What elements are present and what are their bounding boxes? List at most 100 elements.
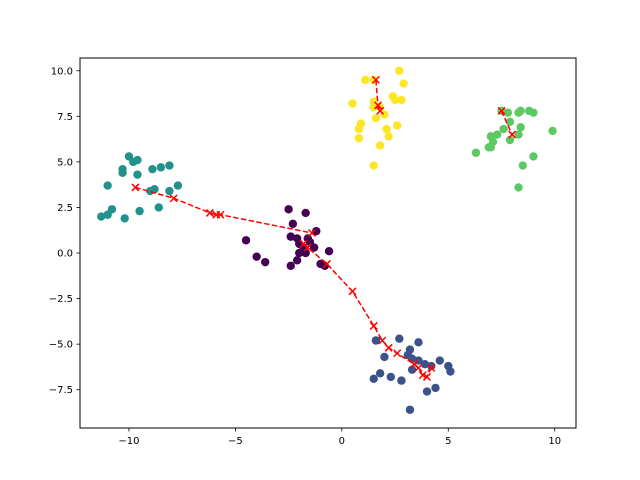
- centroid-path-0: [131, 183, 317, 238]
- centroid-path-line: [135, 186, 313, 234]
- centroid-marker: [322, 259, 331, 268]
- data-point: [529, 108, 538, 117]
- data-point: [354, 124, 364, 134]
- data-point: [361, 75, 370, 85]
- y-tick-label: 2.5: [57, 203, 73, 214]
- data-point: [156, 163, 166, 172]
- centroid-marker: [348, 287, 357, 296]
- y-tick-label: −7.5: [49, 385, 73, 396]
- data-point: [392, 121, 402, 130]
- centroid-path-1: [299, 239, 436, 381]
- centroid-path-3: [497, 106, 517, 139]
- centroid-marker: [497, 106, 506, 115]
- data-point: [369, 374, 378, 383]
- centroid-marker: [418, 371, 427, 380]
- cluster-4: [348, 66, 408, 170]
- data-point: [422, 387, 432, 396]
- centroid-marker: [216, 210, 225, 219]
- centroid-marker: [169, 194, 178, 203]
- cluster-2: [97, 152, 183, 223]
- data-point: [129, 157, 138, 167]
- y-tick-label: 7.5: [57, 112, 73, 123]
- data-point: [312, 226, 321, 236]
- y-tick-label: −2.5: [49, 294, 73, 305]
- centroid-marker: [373, 101, 383, 110]
- centroid-marker: [308, 228, 317, 238]
- data-point: [107, 205, 117, 214]
- data-point: [503, 108, 513, 117]
- centroid-marker: [131, 183, 140, 192]
- data-point: [397, 376, 406, 385]
- centroid-marker: [414, 363, 423, 372]
- data-point: [431, 383, 440, 393]
- data-point: [292, 256, 302, 265]
- data-point: [375, 141, 385, 150]
- data-point: [369, 161, 378, 170]
- data-point: [420, 360, 430, 369]
- plot-frame: [79, 57, 577, 429]
- x-tick-label: 10: [548, 436, 561, 447]
- data-point: [165, 161, 174, 170]
- centroid-marker: [384, 343, 393, 352]
- data-point: [395, 334, 404, 343]
- data-point: [505, 117, 515, 126]
- data-point: [301, 248, 310, 258]
- data-point: [371, 336, 381, 345]
- data-point: [288, 219, 298, 229]
- x-tick-label: −5: [228, 436, 243, 447]
- data-point: [120, 214, 129, 223]
- centroid-marker: [508, 130, 517, 139]
- data-point: [286, 232, 295, 241]
- data-point: [154, 203, 163, 212]
- data-point: [486, 143, 496, 152]
- data-point: [369, 103, 378, 112]
- data-point: [348, 99, 357, 108]
- data-point: [286, 261, 295, 270]
- data-point: [471, 148, 481, 157]
- data-point: [150, 185, 159, 194]
- data-point: [493, 130, 502, 139]
- data-point: [427, 361, 436, 371]
- data-point: [371, 113, 381, 123]
- data-point: [118, 168, 127, 178]
- data-point: [407, 365, 417, 374]
- centroid-path-2: [371, 75, 385, 115]
- cluster-1: [369, 334, 455, 414]
- data-point: [148, 164, 157, 174]
- x-tick-label: −10: [118, 436, 139, 447]
- data-point: [529, 152, 538, 161]
- centroid-path-line: [500, 110, 513, 135]
- data-point: [386, 372, 395, 382]
- data-point: [375, 369, 385, 378]
- y-tick-label: −5.0: [49, 340, 73, 351]
- data-point: [97, 212, 106, 221]
- data-point: [514, 130, 523, 139]
- centroid-marker: [427, 363, 436, 372]
- data-point: [505, 135, 515, 145]
- data-point: [354, 133, 364, 143]
- cluster-3: [471, 106, 557, 192]
- data-point: [499, 124, 508, 134]
- data-point: [135, 206, 144, 216]
- y-tick-label: 10.0: [51, 66, 73, 77]
- x-axis: −10 −5 0 5 10: [118, 428, 561, 447]
- data-point: [516, 123, 525, 132]
- data-point: [103, 181, 112, 190]
- centroid-marker: [393, 349, 402, 358]
- data-point: [173, 181, 183, 190]
- data-point: [395, 66, 404, 75]
- data-point: [295, 248, 304, 258]
- x-tick-label: 0: [339, 436, 345, 447]
- x-tick-label: 5: [445, 436, 451, 447]
- centroid-marker: [205, 208, 214, 217]
- data-point: [435, 356, 444, 365]
- centroid-marker: [369, 321, 378, 330]
- data-point: [165, 186, 174, 196]
- y-tick-label: 5.0: [57, 157, 73, 168]
- data-point: [514, 108, 523, 117]
- data-point: [261, 257, 270, 267]
- data-point: [518, 161, 527, 170]
- data-point: [446, 367, 455, 376]
- centroid-marker: [303, 243, 312, 252]
